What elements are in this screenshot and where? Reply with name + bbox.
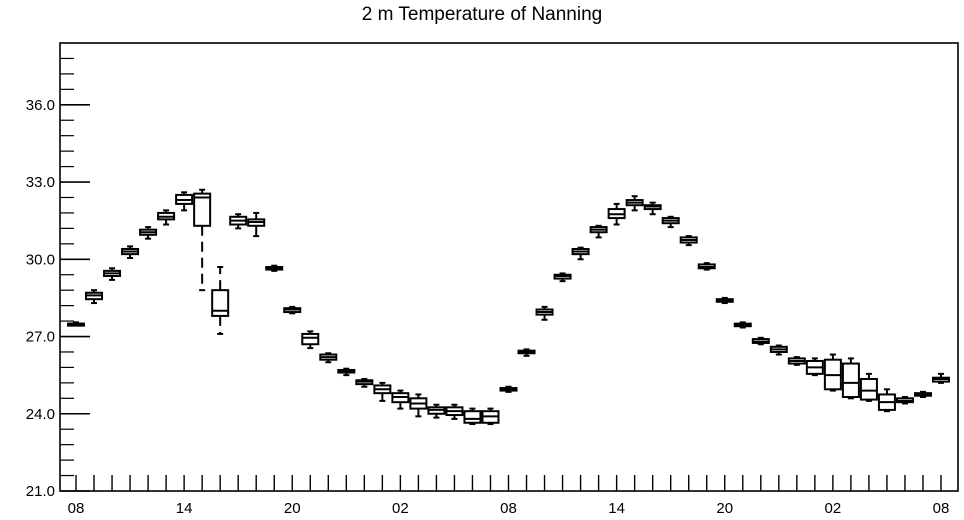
box-item: [715, 296, 734, 305]
x-tick-label: 02: [392, 500, 409, 517]
box-item: [697, 262, 716, 271]
box-item: [841, 357, 860, 400]
box-item: [409, 393, 428, 418]
y-tick-label: 33.0: [26, 174, 55, 191]
box-item: [607, 202, 626, 226]
box-item: [265, 264, 284, 272]
y-tick-label: 30.0: [26, 251, 55, 268]
box-item: [193, 188, 212, 292]
box-item: [445, 403, 464, 420]
x-axis: 08 14 20 02 08 14 20 02 08: [68, 475, 950, 517]
box-item: [499, 385, 518, 393]
box-item: [823, 353, 842, 392]
x-tick-label: 14: [608, 500, 625, 517]
box-item: [301, 330, 320, 350]
box-item: [139, 226, 158, 240]
box-item: [85, 289, 104, 305]
box-item: [535, 305, 554, 321]
box-body: [841, 362, 860, 399]
box-item: [319, 352, 338, 364]
box-item: [229, 213, 248, 230]
box-item: [733, 321, 752, 329]
box-item: [211, 266, 230, 335]
box-item: [877, 388, 896, 413]
box-item: [517, 348, 536, 357]
box-item: [679, 235, 698, 247]
box-item: [661, 215, 680, 229]
x-tick-label: 20: [716, 500, 733, 517]
box-item: [103, 267, 122, 281]
box-body: [193, 192, 212, 227]
box-item: [121, 245, 140, 259]
chart-title: 2 m Temperature of Nanning: [361, 4, 603, 25]
box-item: [373, 381, 392, 402]
box-item: [913, 390, 932, 399]
x-tick-label: 14: [176, 500, 193, 517]
box-item: [337, 367, 356, 377]
x-tick-label: 20: [284, 500, 301, 517]
box-item: [751, 336, 770, 346]
box-item: [355, 378, 374, 388]
box-item: [481, 407, 500, 426]
y-tick-label: 27.0: [26, 329, 55, 346]
box-item: [805, 357, 824, 377]
box-item: [427, 403, 446, 419]
box-item: [932, 372, 950, 384]
box-item: [283, 305, 302, 315]
box-item: [247, 211, 266, 238]
x-tick-label: 08: [68, 500, 85, 517]
box-series: [67, 188, 950, 426]
x-tick-label: 08: [933, 500, 950, 517]
box-item: [859, 372, 878, 402]
x-tick-label: 08: [500, 500, 517, 517]
box-body: [211, 289, 230, 317]
box-item: [553, 272, 572, 283]
box-item: [67, 321, 85, 327]
box-item: [769, 344, 788, 356]
box-body: [463, 410, 482, 424]
y-tick-label: 24.0: [26, 406, 55, 423]
y-tick-label: 36.0: [26, 97, 55, 114]
box-body: [301, 332, 320, 346]
box-item: [787, 356, 806, 366]
x-tick-label: 02: [825, 500, 842, 517]
box-item: [157, 209, 176, 226]
box-item: [643, 201, 662, 216]
y-tick-label: 21.0: [26, 483, 55, 500]
box-item: [895, 396, 914, 405]
box-item: [589, 224, 608, 239]
y-axis: 21.0 24.0 27.0 30.0 33.0 36.0: [26, 57, 90, 500]
box-item: [625, 195, 644, 212]
plot-frame: [59, 42, 959, 492]
box-body: [859, 378, 878, 401]
box-item: [571, 246, 590, 261]
box-item: [175, 191, 194, 212]
box-item: [391, 389, 410, 410]
box-item: [463, 407, 482, 426]
